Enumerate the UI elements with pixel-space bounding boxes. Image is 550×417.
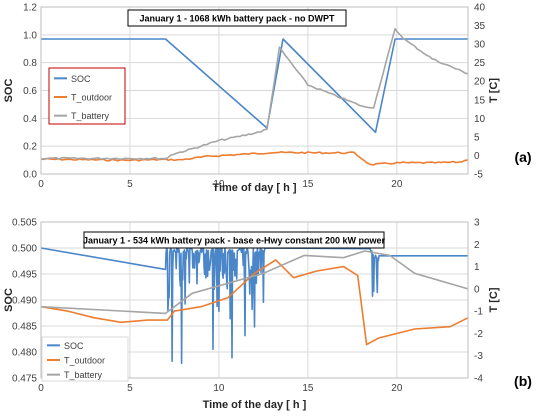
y-tick-label-left: 0.8	[23, 58, 37, 69]
y-tick-label-left: 1.2	[23, 3, 37, 14]
series-line-t-outdoor	[40, 259, 469, 346]
y-tick-label-left: 0.475	[12, 374, 37, 385]
x-tick-label: 10	[213, 383, 225, 394]
y-tick-label-left: 0.500	[12, 244, 37, 255]
y-axis-title-left: SOC	[3, 288, 15, 312]
series-line-soc	[40, 247, 468, 365]
legend-label: T_outdoor	[71, 93, 112, 103]
y-tick-label-left: 0.6	[23, 86, 37, 97]
x-tick-label: 5	[127, 383, 133, 394]
y-tick-label-right: 0	[474, 284, 480, 295]
y-tick-label-left: 0.490	[12, 296, 37, 307]
legend-label: T_outdoor	[64, 356, 105, 366]
series-line-soc	[41, 38, 468, 134]
x-tick-label: 5	[127, 179, 133, 190]
series-line-t-battery	[40, 250, 469, 315]
y-tick-label-left: 1.0	[23, 30, 37, 41]
y-tick-label-left: 0.505	[12, 218, 37, 229]
chart-title: January 1 - 1068 kWh battery pack - no D…	[139, 14, 335, 24]
legend-label: T_battery	[71, 111, 110, 121]
y-tick-label-left: 0.480	[12, 348, 37, 359]
legend-label: SOC	[64, 341, 84, 351]
y-tick-label-right: 35	[474, 21, 486, 32]
y-tick-label-right: 25	[474, 58, 486, 69]
legend-label: SOC	[71, 74, 91, 84]
x-tick-label: 20	[391, 179, 403, 190]
y-axis-title-left: SOC	[3, 79, 15, 103]
chart-panel-a: 0.0 0.2 0.4 0.6 0.8 1.0 1.2 0 5 10 15 20 -5 0 5 10 15 20 2…	[3, 3, 532, 195]
y-tick-label-left: 0.0	[23, 170, 37, 181]
y-tick-label-right: 30	[474, 40, 486, 51]
panel-label: (a)	[514, 149, 531, 165]
series-line-t-battery	[40, 27, 469, 160]
y-tick-label-right: -3	[474, 351, 483, 362]
plot-area-frame	[40, 6, 469, 175]
y-tick-label-right: -2	[474, 329, 483, 340]
y-tick-label-left: 0.495	[12, 270, 37, 281]
y-tick-label-right: 3	[474, 218, 480, 229]
x-axis-title: Time of the day [ h ]	[203, 399, 307, 411]
y-tick-label-left: 0.4	[23, 114, 37, 125]
y-axis-title-right: T [C]	[488, 78, 500, 103]
chart-title: January 1 - 534 kWh battery pack - base …	[83, 236, 386, 246]
y-tick-label-right: 2	[474, 240, 480, 251]
y-tick-label-right: -5	[474, 170, 483, 181]
plot-area-frame	[40, 221, 469, 379]
y-tick-label-right: 20	[474, 77, 486, 88]
x-axis-title: Time of day [ h ]	[212, 182, 296, 194]
x-tick-label: 15	[302, 179, 314, 190]
y-tick-label-right: 5	[474, 132, 480, 143]
y-tick-label-right: -1	[474, 307, 483, 318]
y-tick-label-right: 40	[474, 3, 486, 14]
legend-label: T_battery	[64, 370, 103, 380]
x-tick-label: 10	[213, 179, 225, 190]
y-tick-label-left: 0.2	[23, 142, 37, 153]
y-tick-label-right: -4	[474, 374, 483, 385]
panel-label: (b)	[514, 373, 532, 389]
y-tick-label-right: 0	[474, 151, 480, 162]
y-axis-title-right: T [C]	[488, 287, 500, 312]
x-tick-label: 0	[38, 179, 44, 190]
y-tick-label-left: 0.485	[12, 322, 37, 333]
y-tick-label-right: 10	[474, 114, 486, 125]
chart-title-box	[83, 231, 385, 249]
y-tick-label-right: 1	[474, 262, 480, 273]
x-tick-label: 0	[38, 383, 44, 394]
x-tick-label: 20	[391, 383, 403, 394]
y-tick-label-right: 15	[474, 95, 486, 106]
x-tick-label: 15	[302, 383, 314, 394]
chart-title-box	[127, 9, 347, 27]
